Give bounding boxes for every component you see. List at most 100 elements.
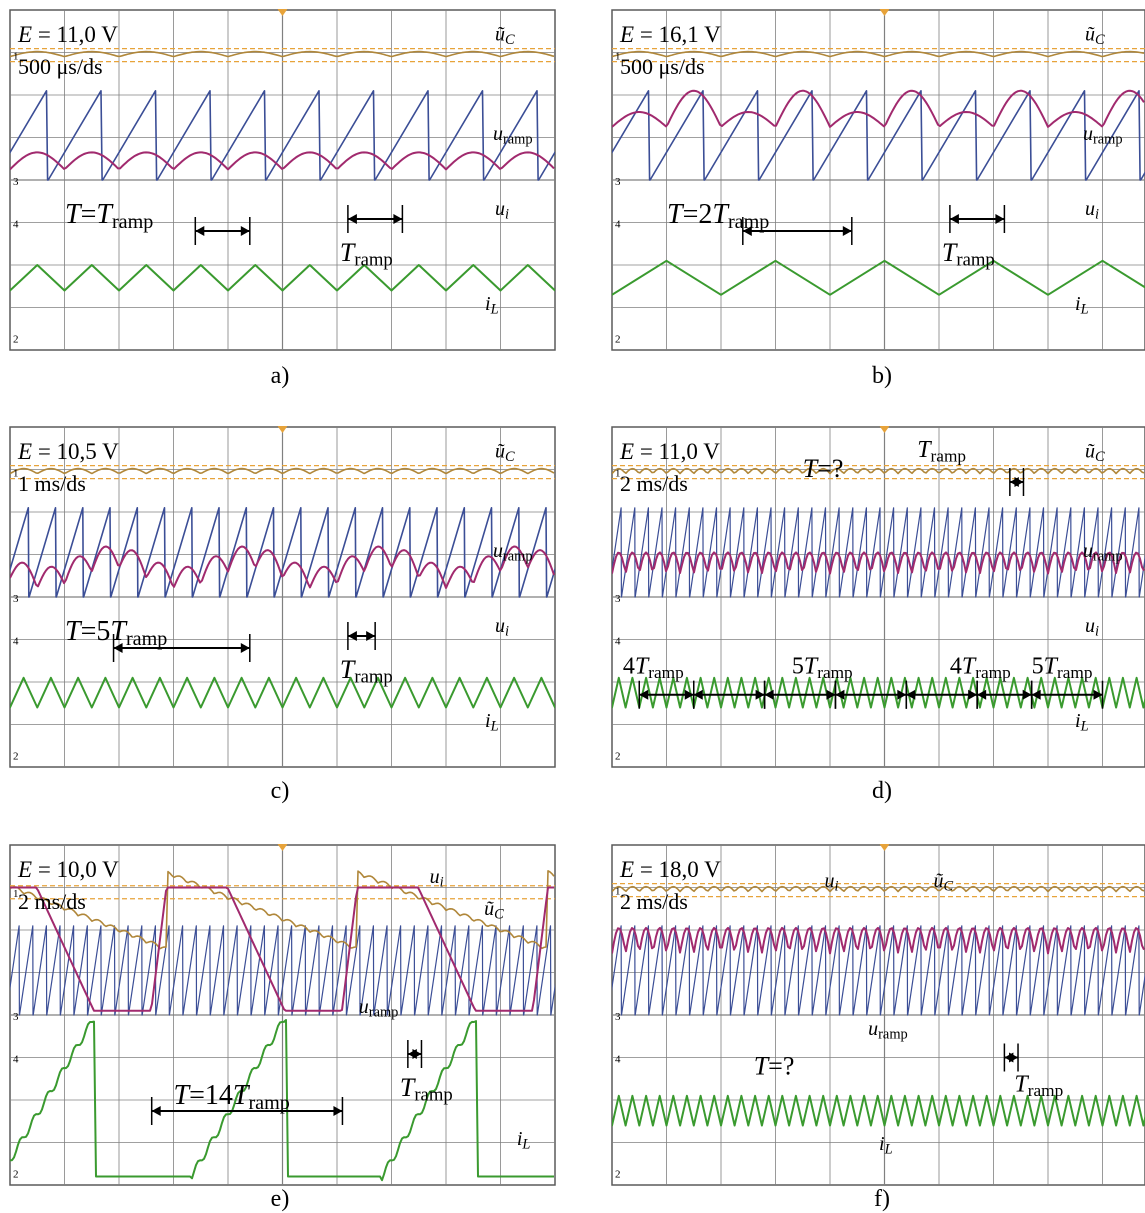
- channel-marker-4: 4: [615, 636, 621, 648]
- tramp-arrow-head: [1014, 477, 1024, 487]
- signal-label-iL: iL: [485, 710, 499, 735]
- group-arrow-2-head: [826, 689, 836, 700]
- tramp-arrow-head: [347, 214, 357, 224]
- channel-marker-2: 2: [615, 333, 621, 345]
- period-label: T=Tramp: [65, 199, 153, 233]
- signal-label-ui: ui: [825, 870, 839, 895]
- scope-panel-b: 1 2 3 4 E = 16,1 V 500 μs/ds ũC ui uramp iL T=2Tra…: [611, 9, 1145, 351]
- signal-label-C: ũC: [484, 898, 504, 923]
- panel-caption: e): [271, 1186, 290, 1212]
- group-arrow-6-head: [1031, 689, 1041, 700]
- tramp-label: Tramp: [1014, 1072, 1063, 1100]
- channel-marker-4: 4: [13, 219, 19, 231]
- tramp-arrow-head: [949, 214, 959, 224]
- panel-caption: d): [872, 778, 892, 804]
- signal-label-uramp: uramp: [359, 996, 399, 1021]
- timebase-label: 1 ms/ds: [18, 471, 86, 496]
- period-arrow-head: [195, 226, 205, 236]
- panel-caption: f): [874, 1186, 890, 1212]
- e-label: E = 11,0 V: [17, 22, 118, 47]
- channel-marker-4: 4: [615, 219, 621, 231]
- channel-marker-4: 4: [13, 1054, 19, 1066]
- u-i-trace: [612, 551, 1145, 575]
- scope-panel-d: 1 2 3 4 E = 11,0 V 2 ms/ds ũC uramp ui iL T=? Tramp…: [611, 426, 1145, 768]
- u-i-trace: [10, 886, 554, 1012]
- trigger-marker: [879, 9, 890, 16]
- channel-marker-2: 2: [13, 750, 19, 762]
- signal-label-uramp: uramp: [493, 123, 533, 148]
- tramp-label: Tramp: [340, 655, 393, 688]
- u-ramp-trace: [10, 925, 555, 1016]
- signal-label-ui: ui: [430, 866, 444, 891]
- period-label: T=2Tramp: [667, 199, 769, 233]
- period-label: T=5Tramp: [65, 616, 167, 650]
- scope-traces: [10, 48, 555, 292]
- u-c-trace: [10, 467, 555, 475]
- channel-marker-1: 1: [13, 468, 19, 480]
- channel-marker-1: 1: [13, 888, 19, 900]
- channel-marker-1: 1: [615, 468, 621, 480]
- panel-caption: c): [271, 778, 290, 804]
- scope-traces: [612, 48, 1145, 296]
- e-label: E = 11,0 V: [619, 439, 720, 464]
- signal-label-ui: ui: [1085, 198, 1099, 223]
- group-label-0: 4Tramp: [623, 654, 684, 682]
- u-i-trace: [10, 151, 555, 171]
- group-arrow-3-head: [835, 689, 845, 700]
- group-arrow-5-head: [977, 689, 987, 700]
- group-arrow-5-head: [1022, 689, 1032, 700]
- e-label: E = 16,1 V: [619, 22, 721, 47]
- u-ramp-trace: [10, 90, 555, 181]
- tramp-arrow-head: [412, 1049, 422, 1059]
- tramp-label: Tramp: [942, 238, 995, 271]
- signal-label-iL: iL: [1075, 710, 1089, 735]
- tramp-arrow-head: [1009, 1052, 1019, 1063]
- signal-label-ui: ui: [1085, 615, 1099, 640]
- timebase-label: 500 μs/ds: [620, 54, 705, 79]
- u-ramp-trace: [10, 506, 555, 598]
- u-i-trace: [10, 545, 555, 589]
- channel-marker-2: 2: [13, 1168, 19, 1180]
- period-label: T=?: [803, 454, 844, 483]
- group-arrow-4-head: [906, 689, 916, 700]
- scope-traces: [10, 869, 555, 1182]
- i-l-trace: [10, 264, 555, 292]
- signal-label-iL: iL: [517, 1128, 531, 1153]
- period-arrow-head: [333, 1106, 343, 1116]
- u-i-trace: [612, 89, 1145, 128]
- channel-marker-3: 3: [13, 593, 19, 605]
- signal-label-C: ũC: [1085, 441, 1105, 466]
- signal-label-C: ũC: [495, 24, 515, 49]
- e-label: E = 18,0 V: [619, 857, 721, 882]
- tramp-label: Tramp: [917, 437, 966, 465]
- u-ramp-trace: [612, 90, 1145, 181]
- trigger-marker: [277, 844, 288, 851]
- period-arrow-head: [240, 226, 250, 236]
- timebase-label: 500 μs/ds: [18, 54, 103, 79]
- scope-grid: [10, 427, 555, 767]
- scope-traces: [10, 465, 555, 709]
- signal-label-ui: ui: [495, 198, 509, 223]
- channel-marker-3: 3: [615, 593, 621, 605]
- signal-label-uramp: uramp: [1083, 123, 1123, 148]
- channel-marker-2: 2: [615, 1168, 621, 1180]
- group-arrow-0-head: [639, 689, 649, 700]
- u-c-trace: [10, 869, 555, 950]
- channel-marker-1: 1: [615, 886, 621, 898]
- signal-label-uramp: uramp: [493, 540, 533, 565]
- scope-panel-a: 1 2 3 4 E = 11,0 V 500 μs/ds ũC uramp ui iL T=Tram…: [9, 9, 556, 351]
- tramp-arrow-head: [995, 214, 1005, 224]
- i-l-trace: [612, 259, 1145, 296]
- period-label: T=?: [754, 1052, 795, 1081]
- tramp-label: Tramp: [400, 1073, 453, 1106]
- scope-traces: [612, 465, 1145, 709]
- signal-label-iL: iL: [879, 1133, 893, 1158]
- timebase-label: 2 ms/ds: [620, 471, 688, 496]
- scope-panel-e: 1 2 3 4 E = 10,0 V 2 ms/ds ui ũC uramp iL T=14Tram…: [9, 844, 556, 1186]
- group-label-2: 4Tramp: [950, 654, 1011, 682]
- group-label-1: 5Tramp: [792, 654, 853, 682]
- tramp-arrow-head: [393, 214, 403, 224]
- i-l-trace: [612, 676, 1145, 709]
- channel-marker-1: 1: [615, 51, 621, 63]
